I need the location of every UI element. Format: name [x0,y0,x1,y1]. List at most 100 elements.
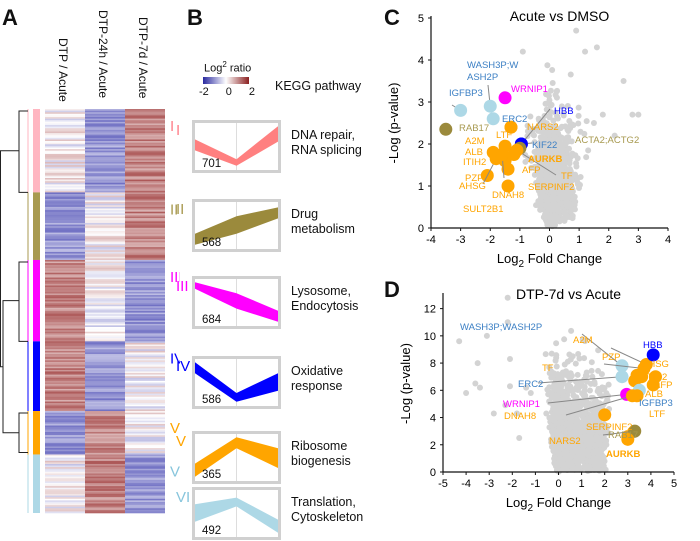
heatmap-cell [125,261,165,264]
profile-cluster-label: III [176,278,189,295]
gene-label: PZP [602,352,620,363]
heatmap-cell [85,141,125,143]
heatmap-cell [85,144,125,147]
heatmap-cell [85,261,125,264]
heatmap-cell [125,181,165,184]
heatmap-cell [85,500,125,503]
heatmap-cell [125,256,165,259]
heatmap-cell [85,451,125,454]
heatmap-cell [85,165,125,168]
heatmap-cell [125,446,165,449]
heatmap-cell [125,511,165,514]
legend-colorbar [203,77,249,84]
heatmap-cell [85,266,125,269]
heatmap-cell [125,369,165,372]
pathway-label: Oxidative response [291,364,344,393]
heatmap-cell [45,411,85,413]
heatmap-cell [85,255,125,258]
background-point [483,332,490,339]
background-point [577,173,584,180]
background-point [476,384,483,391]
heatmap-cell [45,492,85,495]
gene-label: LTF [649,409,665,420]
background-point [590,420,597,427]
heatmap-cell [85,484,125,487]
heatmap-cell [125,326,165,329]
background-point [544,186,551,193]
heatmap-cell [125,489,165,492]
heatmap-cell [45,160,85,163]
gene-label: AFP [654,380,672,391]
heatmap-cell [45,487,85,490]
heatmap-cell [45,117,85,119]
heatmap-cell [45,293,85,296]
heatmap-cell [45,357,85,360]
heatmap-cell [125,404,165,407]
heatmap-cell [125,423,165,426]
heatmap-cell [45,137,85,140]
heatmap-cell [125,368,165,371]
heatmap-cell [85,200,125,203]
background-point [573,27,580,34]
heatmap-cell [125,330,165,333]
background-point [565,128,572,135]
heatmap-cell [125,113,165,116]
heatmap-cell [85,269,125,272]
heatmap-cell [85,433,125,436]
heatmap-cell [85,339,125,342]
heatmap-cell [45,303,85,305]
heatmap-cell [85,323,125,326]
heatmap-cell [45,317,85,320]
heatmap-cell [125,282,165,285]
heatmap-cell [125,150,165,153]
heatmap-cell [45,328,85,331]
heatmap-cell [85,219,125,222]
background-point [544,153,551,160]
heatmap-cell [85,407,125,410]
heatmap-cell [125,468,165,471]
heatmap-cell [45,234,85,237]
heatmap-cell [85,235,125,238]
heatmap-cell [45,299,85,302]
heatmap-cell [45,184,85,187]
highlight-point [504,120,518,134]
heatmap-cell [125,206,165,209]
heatmap-cell [45,352,85,355]
background-point [557,200,564,207]
heatmap-cell [125,293,165,296]
gene-label: ASH2P [467,72,498,83]
heatmap-cell [85,271,125,274]
background-point [579,410,586,417]
heatmap-cell [45,253,85,256]
heatmap-cell [45,290,85,293]
heatmap-cell [85,393,125,396]
heatmap-cell [85,347,125,350]
heatmap-cell [125,258,165,261]
heatmap-cell [85,287,125,289]
heatmap-cell [125,165,165,168]
background-point [574,179,581,186]
heatmap-cell [45,454,85,457]
heatmap-cell [125,173,165,176]
heatmap-cell [85,322,125,325]
heatmap-cell [45,112,85,115]
heatmap-cell [45,150,85,153]
y-tick-label: 4 [418,55,424,67]
background-point [569,212,576,219]
background-point [563,395,570,402]
heatmap-cell [85,481,125,484]
heatmap-cell [85,358,125,361]
heatmap-cell [45,149,85,151]
heatmap-cell [125,237,165,240]
heatmap-cell [85,277,125,280]
heatmap-cell [125,438,165,441]
heatmap-cell [45,198,85,201]
heatmap-cell [45,427,85,430]
heatmap-cell [85,177,125,180]
heatmap-cell [125,125,165,127]
heatmap-cell [125,486,165,488]
heatmap-cell [45,365,85,367]
heatmap-cell [45,126,85,129]
cluster-color-bar [33,259,40,342]
heatmap-cell [85,239,125,241]
